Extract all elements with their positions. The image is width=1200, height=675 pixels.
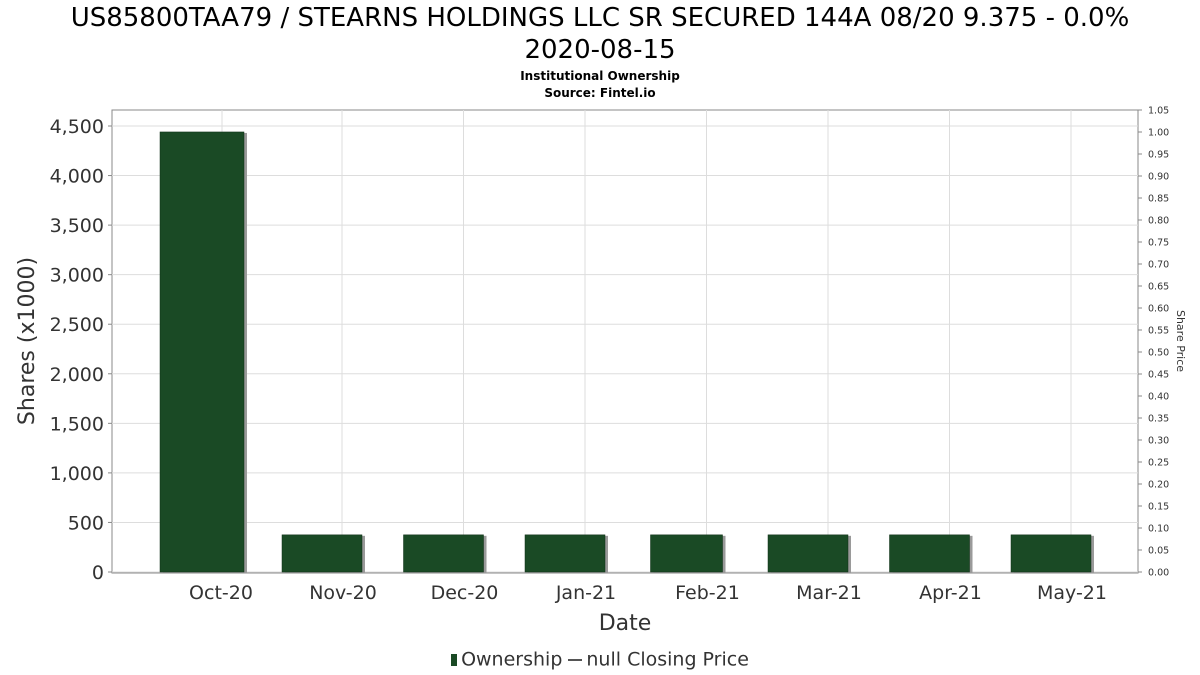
y2-tick-label: 0.85 <box>1148 194 1169 205</box>
bar-oct-20 <box>159 131 245 573</box>
y2-tick-label: 0.95 <box>1148 150 1169 161</box>
y-tick-label: 2,000 <box>50 364 104 386</box>
y-tick-label: 0 <box>92 562 104 584</box>
bar-feb-21 <box>650 534 723 573</box>
y2-tick-label: 0.10 <box>1148 524 1169 535</box>
chart-legend: Ownership null Closing Price <box>0 646 1200 673</box>
x-tick-label: Mar-21 <box>796 582 862 604</box>
y-tick-label: 4,500 <box>50 116 104 138</box>
bar-dec-20 <box>403 534 484 573</box>
bar-nov-20 <box>281 534 363 573</box>
y2-tick-label: 0.75 <box>1148 238 1169 249</box>
chart-source: Source: Fintel.io <box>544 86 656 100</box>
x-axis-title: Date <box>599 611 652 636</box>
chart-title-line-1: US85800TAA79 / STEARNS HOLDINGS LLC SR S… <box>70 3 1130 33</box>
y2-tick-label: 0.80 <box>1148 216 1169 227</box>
y2-tick-label: 0.60 <box>1148 304 1169 315</box>
y2-tick-label: 0.50 <box>1148 348 1169 359</box>
y2-tick-label: 0.15 <box>1148 502 1169 513</box>
y2-tick-label: 0.55 <box>1148 326 1169 337</box>
x-tick-label: May-21 <box>1037 582 1107 604</box>
x-tick-label: Feb-21 <box>675 582 740 604</box>
x-tick-label: Apr-21 <box>919 582 982 604</box>
plot-area <box>111 109 1139 574</box>
chart-title-line-2: 2020-08-15 <box>524 35 676 65</box>
y-tick-label: 3,500 <box>50 215 104 237</box>
x-tick-label: Jan-21 <box>555 582 616 604</box>
y-axis-title: Shares (x1000) <box>15 257 40 425</box>
y2-tick-label: 0.70 <box>1148 260 1169 271</box>
y2-tick-label: 1.00 <box>1148 128 1169 139</box>
y2-tick-label: 0.20 <box>1148 480 1169 491</box>
chart-subtitle: Institutional Ownership <box>520 69 680 83</box>
bar-jan-21 <box>524 534 606 573</box>
y2-tick-label: 0.00 <box>1148 568 1169 579</box>
x-tick-label: Oct-20 <box>189 582 253 604</box>
y2-tick-label: 0.05 <box>1148 546 1169 557</box>
legend-price-label: null Closing Price <box>586 648 749 671</box>
legend-ownership-label: Ownership <box>461 648 563 671</box>
y-tick-label: 500 <box>68 512 104 534</box>
bar-mar-21 <box>767 534 849 573</box>
y2-axis-title: Share Price <box>1174 310 1187 372</box>
y2-tick-label: 0.65 <box>1148 282 1169 293</box>
y2-tick-label: 0.30 <box>1148 436 1169 447</box>
y-tick-label: 3,000 <box>50 265 104 287</box>
y-tick-label: 1,000 <box>50 463 104 485</box>
ownership-legend-swatch <box>451 653 458 666</box>
y2-tick-label: 0.90 <box>1148 172 1169 183</box>
x-tick-label: Dec-20 <box>431 582 499 604</box>
y2-tick-label: 1.05 <box>1148 106 1169 117</box>
bar-may-21 <box>1010 534 1092 573</box>
y2-tick-label: 0.45 <box>1148 370 1169 381</box>
y2-tick-label: 0.25 <box>1148 458 1169 469</box>
y2-tick-label: 0.40 <box>1148 392 1169 403</box>
y-tick-label: 2,500 <box>50 314 104 336</box>
bar-apr-21 <box>889 534 970 573</box>
y-tick-label: 1,500 <box>50 413 104 435</box>
y2-tick-label: 0.35 <box>1148 414 1169 425</box>
y-tick-label: 4,000 <box>50 166 104 188</box>
x-tick-label: Nov-20 <box>309 582 377 604</box>
price-legend-swatch <box>568 658 583 661</box>
